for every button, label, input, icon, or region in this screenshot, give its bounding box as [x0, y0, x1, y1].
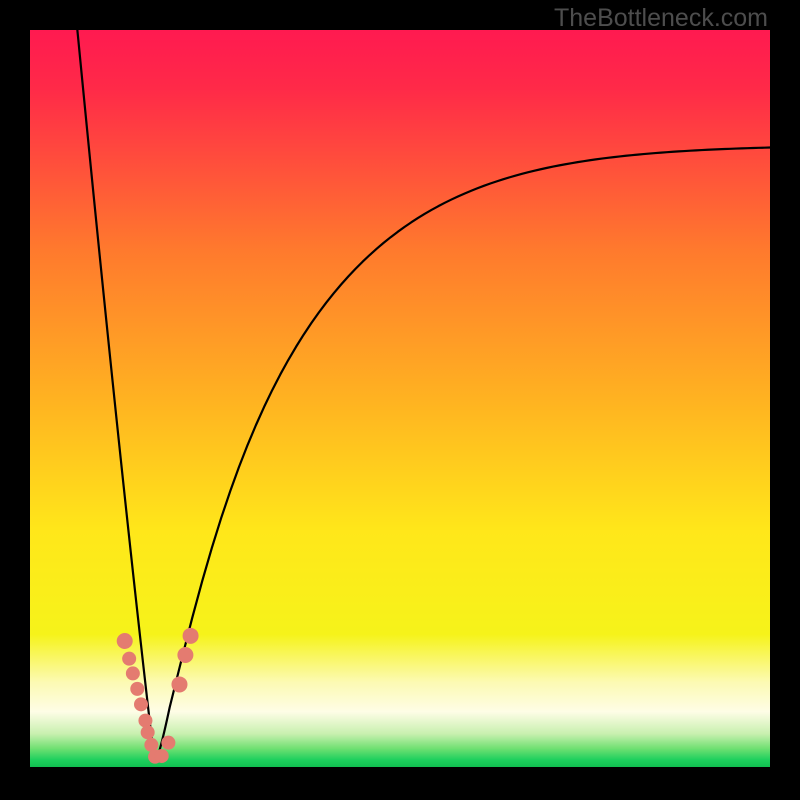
watermark-text: TheBottleneck.com	[554, 4, 768, 33]
data-marker	[134, 697, 148, 711]
data-marker	[141, 725, 155, 739]
data-marker	[161, 736, 175, 750]
data-marker	[126, 666, 140, 680]
plot-area	[30, 30, 770, 767]
data-marker	[122, 652, 136, 666]
data-marker	[155, 749, 169, 763]
data-marker	[117, 633, 133, 649]
data-marker	[177, 647, 193, 663]
data-marker	[171, 676, 187, 692]
data-marker	[138, 714, 152, 728]
data-marker	[183, 628, 199, 644]
data-marker	[130, 682, 144, 696]
chart-svg	[0, 0, 800, 800]
bottleneck-chart: TheBottleneck.com	[0, 0, 800, 800]
